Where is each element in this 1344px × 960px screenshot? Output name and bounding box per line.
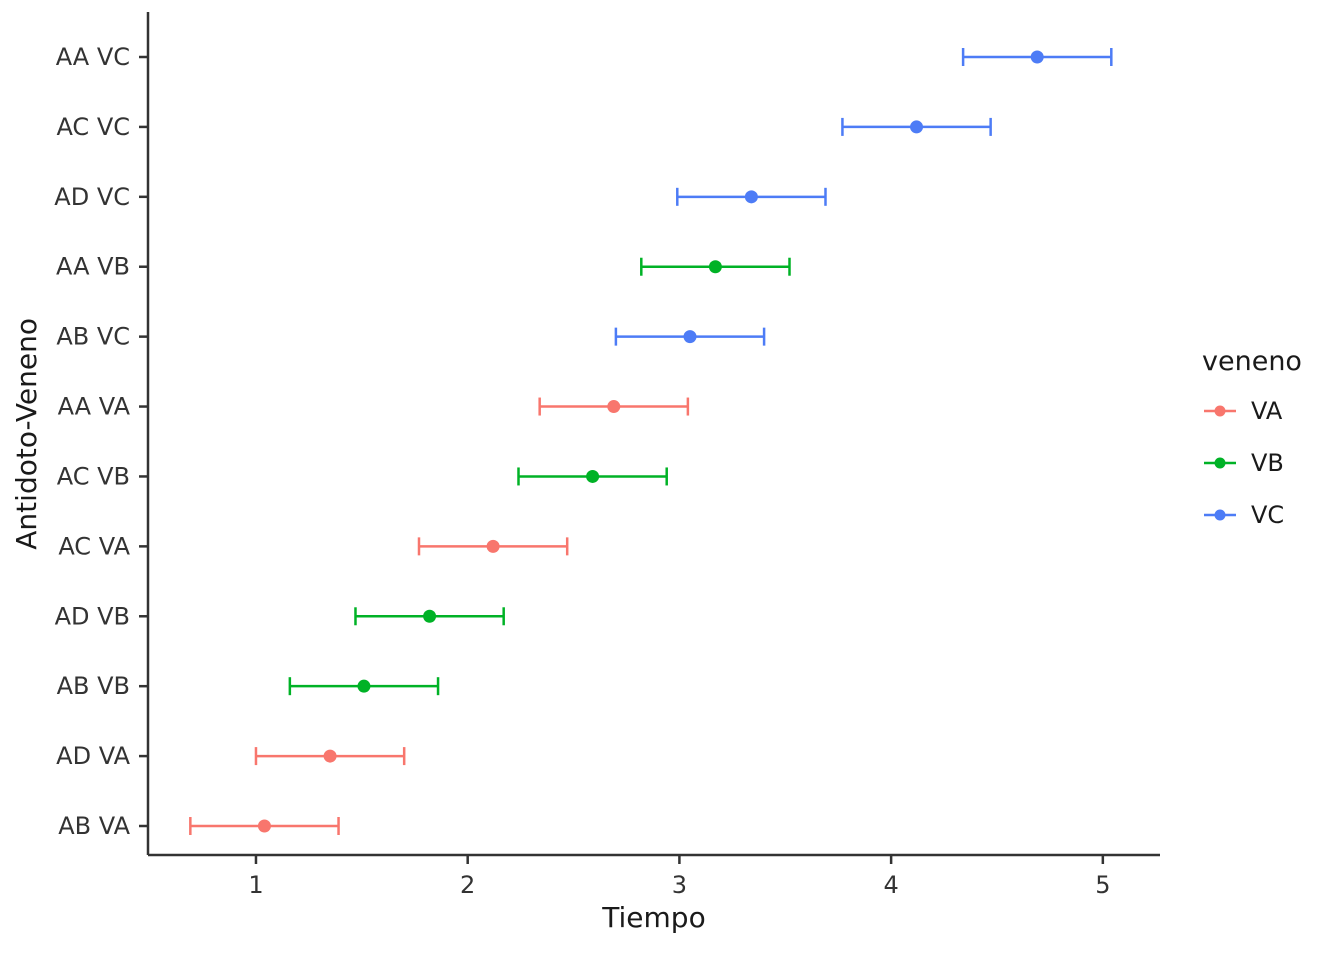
errorbar-point-ab-vc: [614, 327, 766, 346]
x-tick-label: 1: [248, 871, 263, 899]
x-tick-label: 4: [883, 871, 898, 899]
y-tick-label: AA VB: [56, 253, 130, 281]
y-axis-title-wrap: Antidoto-Veneno: [10, 12, 43, 855]
y-axis-title: Antidoto-Veneno: [10, 317, 43, 550]
errorbar-point-ad-vc: [676, 187, 827, 206]
x-tick-label: 3: [672, 871, 687, 899]
legend-label: VC: [1251, 501, 1285, 529]
errorbar-point-aa-va: [538, 397, 690, 416]
legend-key-icon: [1204, 509, 1236, 521]
legend: veneno VA VB VC: [1202, 346, 1302, 553]
errorbar-point-aa-vb: [640, 257, 791, 276]
legend-key-icon: [1204, 405, 1236, 417]
legend-label: VA: [1251, 397, 1283, 425]
errorbar-point-ab-va: [189, 817, 340, 835]
y-tick-label: AD VC: [54, 183, 130, 211]
y-tick-label: AD VB: [55, 602, 130, 630]
legend-item-va: VA: [1202, 397, 1302, 425]
x-axis-title: Tiempo: [602, 901, 706, 934]
errorbar-point-ac-vc: [841, 117, 992, 136]
y-tick-label: AB VC: [56, 323, 130, 351]
x-tick-label: 2: [460, 871, 475, 899]
errorbar-point-ac-vb: [517, 467, 668, 486]
errorbar-point-ab-vb: [288, 677, 440, 696]
y-tick-label: AB VA: [58, 812, 130, 840]
x-tick-label: 5: [1095, 871, 1110, 899]
errorbar-point-ac-va: [417, 537, 569, 556]
y-tick-label: AC VA: [58, 532, 130, 560]
legend-title: veneno: [1202, 346, 1302, 377]
legend-key-icon: [1204, 457, 1236, 469]
y-tick-label: AD VA: [56, 742, 130, 770]
errorbar-point-ad-va: [254, 747, 406, 766]
y-tick-label: AC VB: [57, 462, 130, 490]
legend-label: VB: [1251, 449, 1284, 477]
legend-item-vb: VB: [1202, 449, 1302, 477]
legend-items: VA VB VC: [1202, 397, 1302, 529]
y-tick-label: AB VB: [57, 672, 130, 700]
errorbar-point-aa-vc: [961, 48, 1113, 66]
legend-item-vc: VC: [1202, 501, 1302, 529]
y-tick-label: AA VA: [58, 393, 131, 421]
y-tick-label: AC VC: [56, 113, 130, 141]
errorbar-point-ad-vb: [354, 607, 505, 626]
y-tick-label: AA VC: [56, 43, 130, 71]
